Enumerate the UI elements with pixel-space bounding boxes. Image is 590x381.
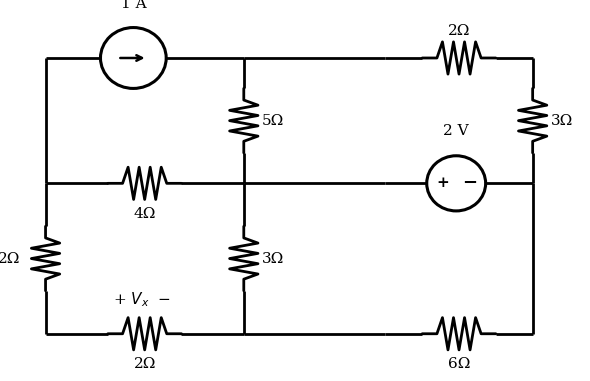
Text: 6Ω: 6Ω [448,357,470,371]
Text: 3Ω: 3Ω [551,114,573,128]
Text: 1 A: 1 A [120,0,146,11]
Text: + $V_x$  −: + $V_x$ − [113,290,171,309]
Text: 2Ω: 2Ω [133,357,156,371]
Text: +: + [437,176,450,190]
Text: 2Ω: 2Ω [448,24,470,38]
Text: 3Ω: 3Ω [262,251,284,266]
Text: 4Ω: 4Ω [133,207,156,221]
Text: 5Ω: 5Ω [262,114,284,128]
Text: −: − [461,174,477,192]
Text: 2Ω: 2Ω [0,251,20,266]
Text: 2 V: 2 V [443,124,469,138]
